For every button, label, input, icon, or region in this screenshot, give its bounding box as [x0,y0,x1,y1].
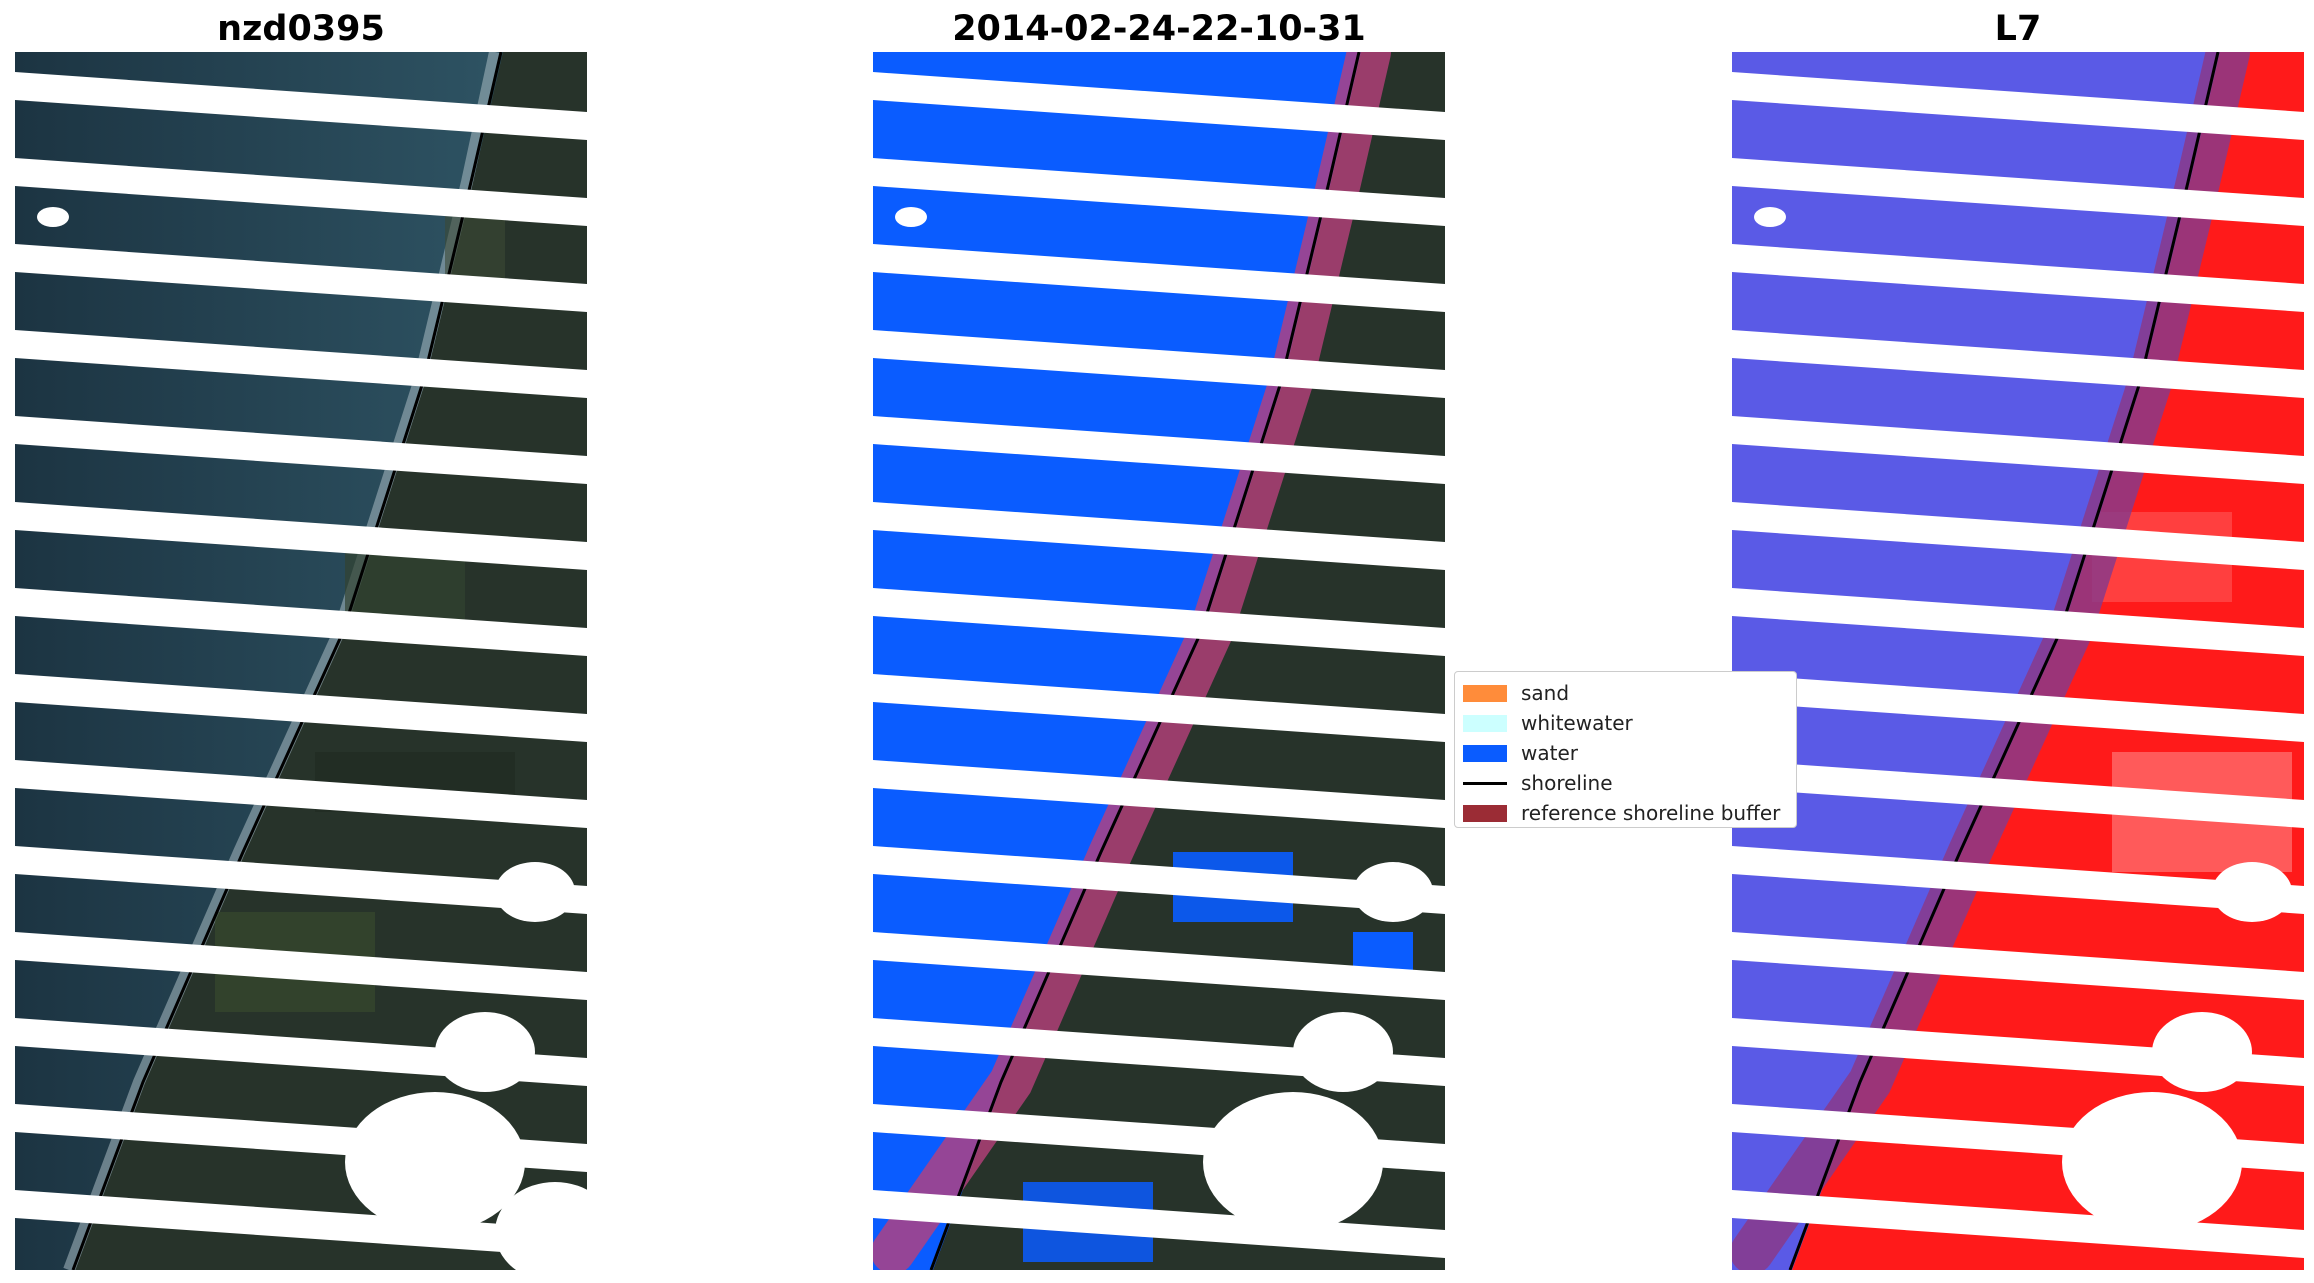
classified-image [873,52,1445,1270]
reference-buffer-swatch [1463,804,1507,822]
legend: sand whitewater water shoreline referenc… [1454,671,1797,828]
legend-item-sand: sand [1463,678,1788,708]
legend-item-shoreline: shoreline [1463,768,1788,798]
legend-label-water: water [1521,741,1578,765]
legend-item-water: water [1463,738,1788,768]
sand-swatch [1463,684,1507,702]
panel-title-satellite: L7 [1994,9,2042,49]
rgb-satellite-image [15,52,587,1270]
legend-label-shoreline: shoreline [1521,771,1613,795]
shoreline-line-swatch [1463,781,1507,785]
legend-item-reference-buffer: reference shoreline buffer [1463,798,1788,828]
panel-title-image-id: nzd0395 [217,9,385,49]
panel-title-date: 2014-02-24-22-10-31 [952,9,1366,49]
legend-label-sand: sand [1521,681,1570,705]
legend-label-reference-buffer: reference shoreline buffer [1521,801,1781,825]
legend-item-whitewater: whitewater [1463,708,1788,738]
legend-label-whitewater: whitewater [1521,711,1633,735]
water-swatch [1463,744,1507,762]
whitewater-swatch [1463,714,1507,732]
water-index-image [1732,52,2304,1270]
